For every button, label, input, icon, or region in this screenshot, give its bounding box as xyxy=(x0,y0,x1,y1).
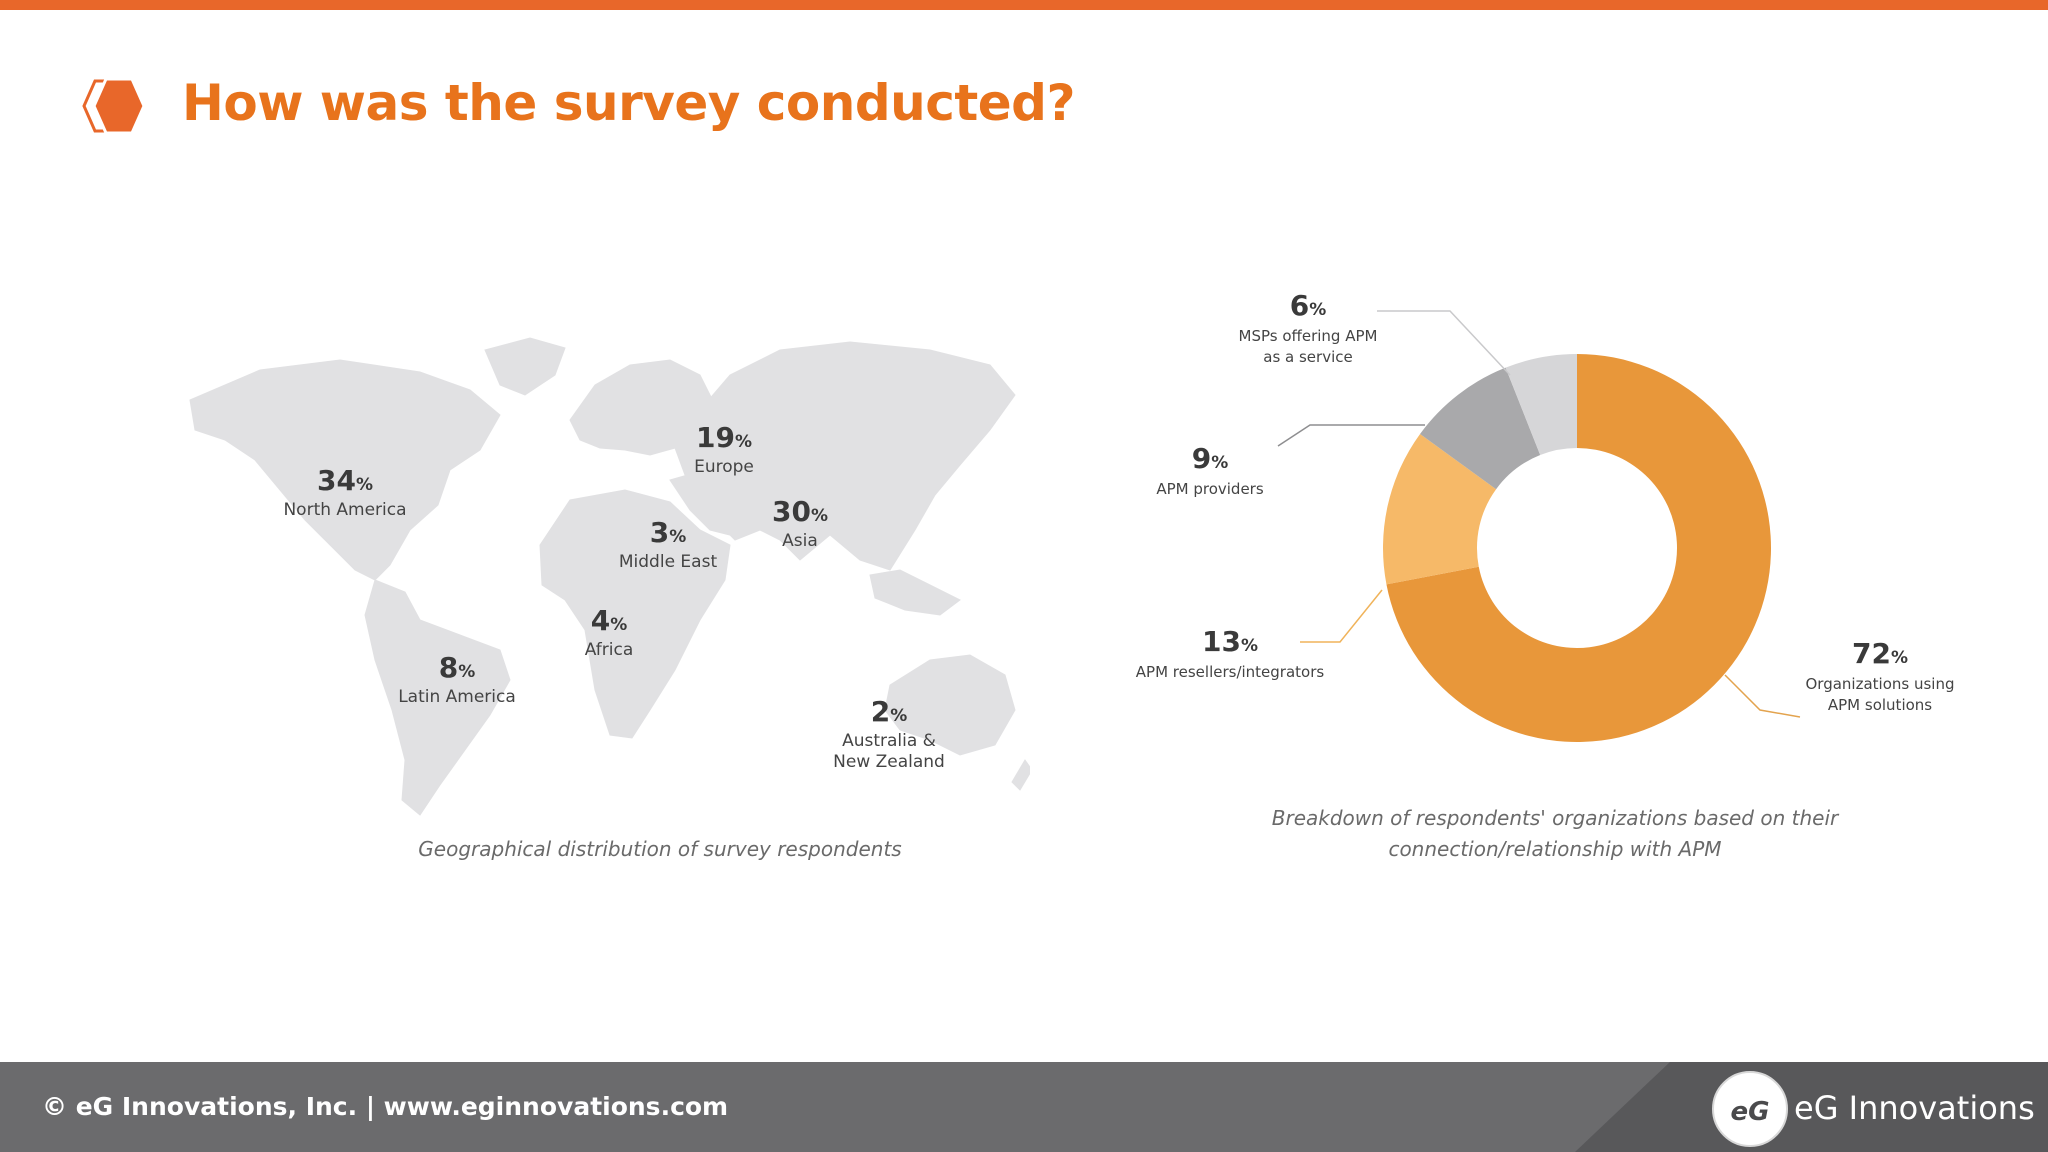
region-name: Latin America xyxy=(398,687,516,707)
slice-value: 6 xyxy=(1289,289,1310,322)
region-unit: % xyxy=(355,475,374,495)
footer-logo-text: eG Innovations xyxy=(1794,1089,2035,1127)
australia-shape xyxy=(884,654,1016,756)
middle-east-shape xyxy=(669,469,751,536)
region-name-line2: New Zealand xyxy=(833,752,945,772)
slice-name-line1: MSPs offering APM xyxy=(1238,327,1378,345)
hexagon-icon xyxy=(82,77,146,135)
region-name: Africa xyxy=(584,640,634,660)
footer: © eG Innovations, Inc. | www.eginnovatio… xyxy=(0,1062,2048,1152)
donut-caption: Breakdown of respondents' organizations … xyxy=(1230,803,1880,865)
slice-value: 9 xyxy=(1191,442,1212,475)
donut-chart xyxy=(1277,310,1801,742)
eg-logo-mark: eG xyxy=(1731,1097,1770,1127)
region-europe: 19% Europe xyxy=(694,423,754,478)
leader-line-resellers xyxy=(1300,589,1383,643)
eg-logo-icon: eG xyxy=(1712,1071,1788,1147)
region-unit: % xyxy=(669,527,687,547)
donut-caption-line1: Breakdown of respondents' organizations … xyxy=(1271,806,1839,830)
region-north-america: 34% North America xyxy=(283,466,406,521)
slice-unit: % xyxy=(1240,636,1258,656)
slice-unit: % xyxy=(1309,300,1327,320)
region-name: North America xyxy=(283,500,407,520)
slice-label-organizations: 72% Organizations using APM solutions xyxy=(1806,638,1955,716)
top-accent-bar xyxy=(0,0,2048,10)
slice-name-line1: APM resellers/integrators xyxy=(1135,663,1325,681)
region-unit: % xyxy=(610,615,628,635)
region-value: 2 xyxy=(870,695,891,728)
region-latin-america: 8% Latin America xyxy=(398,653,516,708)
africa-shape xyxy=(539,489,731,739)
greenland-shape xyxy=(484,337,566,396)
slice-value: 72 xyxy=(1851,637,1891,670)
leader-line-msps xyxy=(1377,310,1511,376)
region-name-line1: Australia & xyxy=(842,731,936,751)
region-name: Middle East xyxy=(618,552,718,572)
region-asia: 30% Asia xyxy=(772,497,828,552)
region-value: 19 xyxy=(695,421,735,454)
slice-label-resellers: 13% APM resellers/integrators xyxy=(1136,626,1324,683)
slice-name-line2: as a service xyxy=(1263,348,1353,366)
slice-value: 13 xyxy=(1201,625,1241,658)
footer-logo-panel xyxy=(1575,1062,2048,1152)
slice-name-line1: Organizations using xyxy=(1805,675,1955,693)
latin-america-shape xyxy=(364,579,511,816)
slice-label-msps: 6% MSPs offering APM as a service xyxy=(1239,290,1378,368)
donut-slice-1 xyxy=(1383,433,1497,585)
southeast-asia-shape xyxy=(869,569,961,616)
region-name: Asia xyxy=(782,531,818,551)
donut-caption-line2: connection/relationship with APM xyxy=(1388,837,1722,861)
page-title: How was the survey conducted? xyxy=(182,74,1075,132)
slice-unit: % xyxy=(1211,453,1229,473)
region-unit: % xyxy=(810,506,829,526)
footer-copyright: © eG Innovations, Inc. | www.eginnovatio… xyxy=(42,1092,729,1121)
region-unit: % xyxy=(890,706,908,726)
region-value: 34 xyxy=(316,464,356,497)
leader-line-organizations xyxy=(1724,674,1801,718)
region-africa: 4% Africa xyxy=(585,606,634,661)
region-value: 8 xyxy=(438,651,459,684)
slice-name-line2: APM solutions xyxy=(1827,696,1933,714)
slice-label-apm-providers: 9% APM providers xyxy=(1156,443,1263,500)
slice-name-line1: APM providers xyxy=(1156,480,1264,498)
donut-slice-3 xyxy=(1505,354,1577,456)
eg-logo-letters: eG xyxy=(1731,1097,1770,1127)
region-name: Europe xyxy=(694,457,754,477)
north-america-shape xyxy=(189,359,501,581)
region-unit: % xyxy=(734,432,753,452)
region-value: 3 xyxy=(649,516,670,549)
donut-slice-2 xyxy=(1420,367,1541,490)
map-caption: Geographical distribution of survey resp… xyxy=(418,837,902,861)
region-middle-east: 3% Middle East xyxy=(619,518,717,573)
new-zealand-shape xyxy=(1011,759,1030,791)
region-australia-new-zealand: 2% Australia & New Zealand xyxy=(833,697,945,773)
world-map xyxy=(189,337,1030,816)
leader-line-apm-providers xyxy=(1277,424,1425,447)
region-unit: % xyxy=(458,662,476,682)
slice-unit: % xyxy=(1890,648,1908,668)
donut-slice-0 xyxy=(1386,354,1771,742)
region-value: 30 xyxy=(771,495,811,528)
region-value: 4 xyxy=(590,604,611,637)
